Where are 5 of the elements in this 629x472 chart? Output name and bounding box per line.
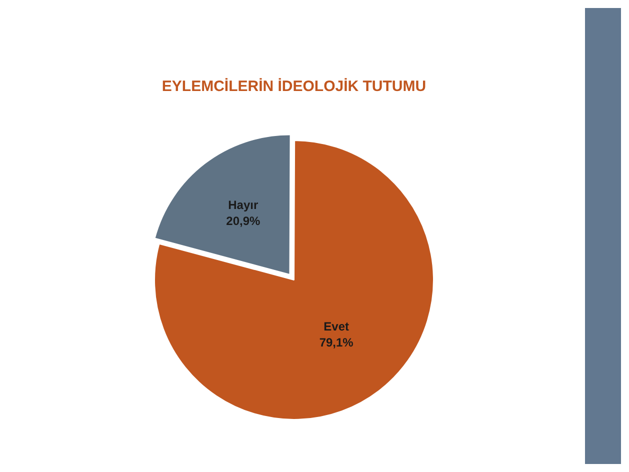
data-label: 79,1% [319,336,354,350]
slice-label: Evet [324,320,350,334]
slice-label: Hayır [228,198,258,212]
data-label: 20,9% [226,214,260,228]
chart-title: EYLEMCİLERİN İDEOLOJİK TUTUMU [162,78,426,96]
